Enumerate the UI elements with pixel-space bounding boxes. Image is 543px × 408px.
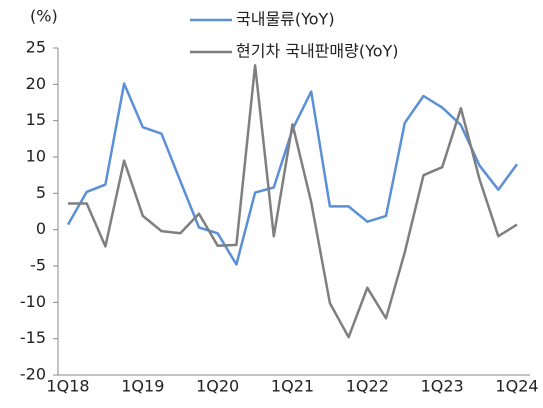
x-tick-label: 1Q18 (46, 377, 89, 396)
y-tick-label: 15 (26, 110, 46, 129)
x-tick-label: 1Q23 (421, 377, 464, 396)
legend-label: 국내물류(YoY) (236, 10, 335, 29)
x-tick-label: 1Q22 (346, 377, 389, 396)
y-axis-label: (%) (30, 7, 58, 26)
y-tick-label: 5 (36, 183, 46, 202)
y-tick-label: -15 (20, 328, 46, 347)
series-line (66, 82, 519, 266)
x-tick-label: 1Q21 (271, 377, 314, 396)
x-tick-label: 1Q24 (495, 377, 538, 396)
y-tick-label: 10 (26, 147, 46, 166)
y-tick-label: -10 (20, 292, 46, 311)
y-tick-label: 0 (36, 219, 46, 238)
x-tick-label: 1Q20 (196, 377, 239, 396)
y-tick-label: 20 (26, 74, 46, 93)
y-tick-label: -5 (30, 256, 46, 275)
y-tick-label: -20 (20, 365, 46, 384)
y-tick-label: 25 (26, 38, 46, 57)
legend-label: 현기차 국내판매량(YoY) (236, 42, 399, 61)
series-line (68, 64, 518, 339)
x-tick-label: 1Q19 (121, 377, 164, 396)
